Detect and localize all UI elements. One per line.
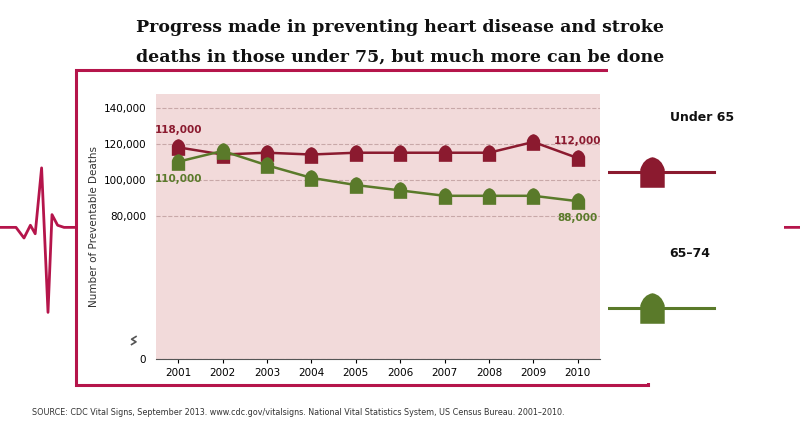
Text: deaths in those under 75, but much more can be done: deaths in those under 75, but much more … — [136, 49, 664, 66]
Text: 88,000: 88,000 — [558, 213, 598, 223]
Y-axis label: Number of Preventable Deaths: Number of Preventable Deaths — [90, 146, 99, 307]
Text: SOURCE: CDC Vital Signs, September 2013. www.cdc.gov/vitalsigns. National Vital : SOURCE: CDC Vital Signs, September 2013.… — [32, 408, 565, 417]
Text: Under 65: Under 65 — [670, 111, 734, 124]
Text: Progress made in preventing heart disease and stroke: Progress made in preventing heart diseas… — [136, 19, 664, 36]
Text: 110,000: 110,000 — [154, 174, 202, 184]
Text: 65–74: 65–74 — [670, 247, 710, 260]
Text: 118,000: 118,000 — [154, 125, 202, 135]
Text: 112,000: 112,000 — [554, 136, 602, 146]
